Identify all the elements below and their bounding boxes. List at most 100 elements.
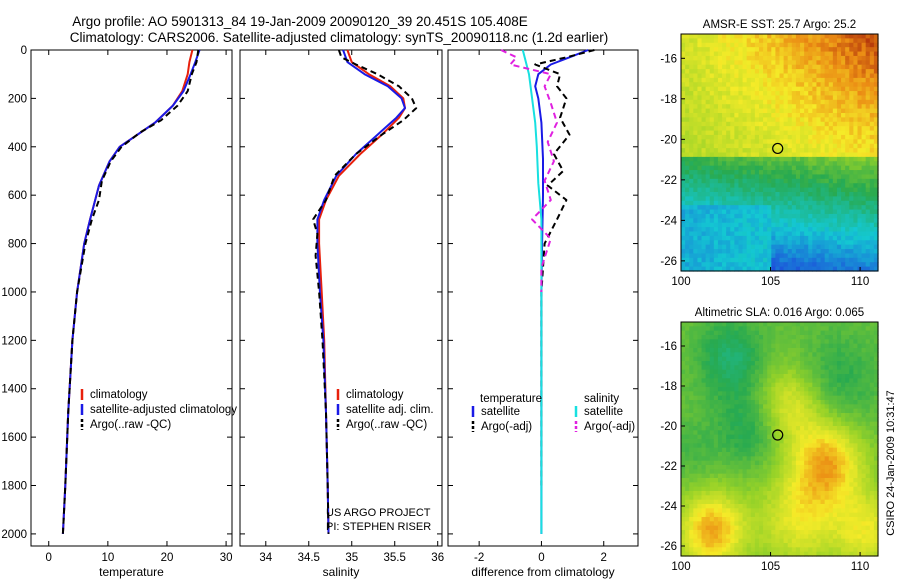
heatmap-cell (767, 395, 772, 401)
heatmap-cell (853, 64, 859, 70)
heatmap-cell (853, 51, 859, 57)
heatmap-cell (816, 108, 822, 114)
heatmap-cell (763, 266, 768, 272)
heatmap-cell (787, 51, 793, 57)
heatmap-cell (795, 244, 801, 250)
heatmap-cell (689, 187, 694, 193)
heatmap-cell (722, 143, 727, 149)
heatmap-cell (713, 257, 719, 263)
heatmap-cell (812, 104, 818, 110)
heatmap-cell (861, 421, 867, 427)
heatmap-cell (820, 174, 826, 180)
heatmap-cell (734, 430, 740, 436)
heatmap-cell (693, 113, 699, 118)
heatmap-cell (787, 452, 793, 457)
heatmap-cell (758, 148, 764, 154)
heatmap-cell (824, 218, 830, 224)
heatmap-cell (713, 417, 719, 423)
heatmap-cell (873, 143, 879, 149)
heatmap-cell (824, 486, 830, 492)
heatmap-cell (779, 249, 785, 255)
heatmap-cell (726, 482, 731, 488)
heatmap-cell (845, 108, 850, 114)
heatmap-cell (742, 64, 748, 70)
heatmap-cell (873, 452, 879, 457)
heatmap-cell (865, 60, 871, 66)
heatmap-cell (689, 508, 694, 514)
heatmap-cell (746, 170, 752, 176)
heatmap-cell (754, 73, 760, 79)
heatmap-cell (734, 404, 740, 410)
heatmap-cell (836, 491, 842, 496)
heatmap-cell (726, 473, 731, 479)
heatmap-cell (693, 491, 699, 496)
heatmap-cell (685, 47, 690, 53)
heatmap-cell (791, 99, 797, 105)
heatmap-cell (726, 60, 731, 66)
heatmap-cell (853, 361, 859, 366)
heatmap-cell (758, 240, 764, 246)
heatmap-cell (857, 499, 863, 505)
heatmap-cell (734, 249, 740, 255)
heatmap-cell (845, 77, 850, 83)
heatmap-cell (775, 322, 781, 327)
heatmap-cell (853, 335, 859, 340)
heatmap-cell (701, 47, 707, 53)
heatmap-cell (709, 161, 715, 167)
heatmap-cell (685, 495, 690, 501)
heatmap-cell (783, 486, 789, 492)
heatmap-cell (767, 200, 772, 206)
heatmap-cell (820, 134, 826, 140)
heatmap-cell (701, 104, 707, 110)
heatmap-cell (771, 227, 776, 233)
heatmap-cell (742, 495, 748, 501)
heatmap-cell (693, 205, 699, 211)
heatmap-cell (763, 165, 768, 171)
heatmap-cell (849, 64, 854, 70)
heatmap-cell (754, 465, 760, 470)
heatmap-cell (750, 266, 756, 272)
heatmap-cell (758, 156, 764, 162)
heatmap-cell (828, 47, 834, 53)
heatmap-cell (857, 512, 863, 518)
heatmap-cell (841, 86, 846, 92)
heatmap-cell (779, 343, 785, 349)
heatmap-cell (816, 369, 822, 375)
heatmap-cell (832, 34, 838, 39)
heatmap-cell (717, 99, 723, 105)
heatmap-cell (693, 391, 699, 397)
heatmap-cell (816, 213, 822, 219)
heatmap-cell (820, 218, 826, 224)
heatmap-cell (832, 235, 838, 241)
heatmap-cell (705, 378, 711, 384)
heatmap-cell (865, 374, 871, 379)
heatmap-cell (836, 156, 842, 162)
heatmap-cell (693, 326, 699, 332)
heatmap-cell (726, 426, 731, 431)
heatmap-cell (800, 139, 805, 145)
heatmap-cell (758, 60, 764, 66)
heatmap-cell (845, 148, 850, 154)
heatmap-cell (849, 134, 854, 140)
heatmap-cell (791, 117, 797, 123)
heatmap-cell (828, 91, 834, 97)
heatmap-cell (689, 231, 694, 237)
heatmap-cell (685, 69, 690, 75)
heatmap-cell (853, 326, 859, 332)
heatmap-cell (775, 95, 781, 101)
heatmap-cell (763, 335, 768, 340)
heatmap-cell (795, 156, 801, 162)
heatmap-cell (763, 404, 768, 410)
heatmap-cell (845, 187, 850, 193)
heatmap-cell (697, 508, 703, 514)
heatmap-cell (869, 374, 875, 379)
heatmap-cell (861, 365, 867, 371)
heatmap-cell (771, 473, 776, 479)
heatmap-cell (832, 517, 838, 522)
heatmap-cell (709, 473, 715, 479)
heatmap-cell (832, 504, 838, 509)
heatmap-cell (693, 196, 699, 202)
heatmap-cell (763, 240, 768, 246)
heatmap-cell (763, 196, 768, 202)
heatmap-cell (816, 361, 822, 366)
